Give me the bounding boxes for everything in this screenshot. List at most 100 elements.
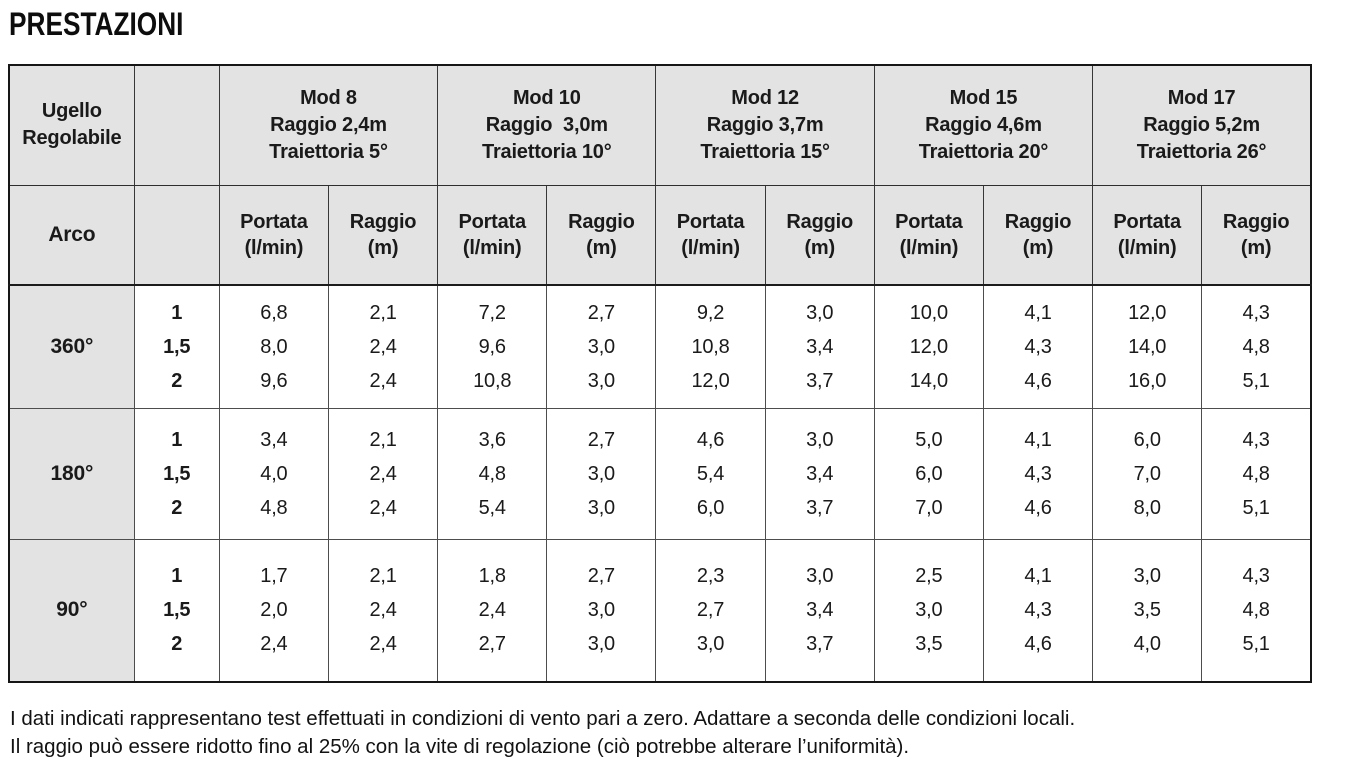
value: 9,6 — [260, 369, 288, 392]
data-cell: 4,1 4,3 4,6 — [982, 284, 1094, 409]
value: 5,4 — [478, 496, 506, 519]
setting-cell: 1 1,5 2 — [133, 538, 220, 683]
value: 12,0 — [1128, 301, 1167, 324]
setting-value: 2 — [171, 369, 183, 392]
raggio-header-cell: Raggio (m) — [327, 184, 439, 286]
value: 4,6 — [1024, 496, 1052, 519]
value: 2,1 — [369, 301, 397, 324]
arc-cell: 180° — [8, 407, 135, 540]
value: 2,3 — [696, 565, 725, 588]
arc-value: 90° — [56, 598, 88, 622]
value: 4,8 — [260, 496, 288, 519]
raggio-header-cell: Raggio (m) — [546, 184, 657, 286]
value: 9,2 — [696, 301, 725, 324]
portata-label: Portata — [895, 210, 963, 233]
footnotes: I dati indicati rappresentano test effet… — [10, 705, 1075, 760]
data-cell: 1,7 2,0 2,4 — [218, 538, 329, 683]
model-raggio: Raggio 4,6m — [925, 113, 1042, 136]
value: 2,4 — [260, 633, 288, 656]
value: 2,4 — [369, 633, 397, 656]
model-raggio: Raggio 2,4m — [270, 113, 387, 136]
value: 4,3 — [1024, 335, 1052, 358]
value: 5,1 — [1242, 633, 1270, 656]
empty-header-cell — [133, 184, 220, 286]
data-cell: 7,2 9,6 10,8 — [437, 284, 548, 409]
setting-value: 2 — [171, 496, 183, 519]
data-cell: 2,1 2,4 2,4 — [327, 538, 439, 683]
model-raggio: Raggio 3,7m — [706, 113, 824, 136]
data-cell: 3,0 3,5 4,0 — [1092, 538, 1203, 683]
table-row-180: 180° 1 1,5 2 3,4 4,0 4,8 2,1 2,4 2,4 — [8, 407, 1312, 540]
data-cell: 1,8 2,4 2,7 — [437, 538, 548, 683]
corner-line-2: Regolabile — [22, 127, 122, 150]
value: 1,8 — [478, 565, 506, 588]
value: 3,0 — [587, 335, 615, 358]
setting-value: 2 — [171, 633, 183, 656]
data-cell: 4,6 5,4 6,0 — [655, 407, 766, 540]
corner-header-cell: Ugello Regolabile — [8, 64, 135, 186]
value: 3,4 — [806, 599, 834, 622]
value: 3,0 — [587, 462, 615, 485]
value: 4,8 — [478, 462, 506, 485]
value: 14,0 — [1128, 335, 1167, 358]
value: 2,4 — [369, 335, 397, 358]
value: 12,0 — [909, 335, 948, 358]
value: 8,0 — [1133, 496, 1161, 519]
raggio-unit: (m) — [1240, 236, 1272, 259]
data-cell: 2,3 2,7 3,0 — [655, 538, 766, 683]
value: 4,1 — [1024, 565, 1052, 588]
value: 4,8 — [1242, 599, 1270, 622]
value: 2,4 — [369, 462, 397, 485]
model-raggio: Raggio 3,0m — [485, 113, 608, 136]
column-header-row: Arco Portata (l/min) Raggio (m) Portata … — [8, 184, 1312, 286]
value: 3,0 — [587, 369, 615, 392]
portata-header-cell: Portata (l/min) — [655, 184, 766, 286]
model-traiettoria: Traiettoria 10° — [482, 140, 612, 163]
value: 4,3 — [1024, 599, 1052, 622]
model-header-mod17: Mod 17 Raggio 5,2m Traiettoria 26° — [1092, 64, 1312, 186]
portata-unit: (l/min) — [899, 236, 959, 259]
value: 2,7 — [478, 633, 506, 656]
table-row-90: 90° 1 1,5 2 1,7 2,0 2,4 2,1 2,4 2,4 — [8, 538, 1312, 683]
data-cell: 2,7 3,0 3,0 — [546, 407, 657, 540]
raggio-label: Raggio — [1004, 210, 1072, 233]
model-name: Mod 12 — [731, 86, 799, 109]
value: 7,0 — [915, 496, 943, 519]
raggio-header-cell: Raggio (m) — [982, 184, 1094, 286]
arc-cell: 90° — [8, 538, 135, 683]
footnote-line-2: Il raggio può essere ridotto fino al 25%… — [10, 734, 910, 758]
model-name: Mod 15 — [949, 86, 1018, 109]
value: 4,3 — [1024, 462, 1052, 485]
value: 4,1 — [1024, 301, 1052, 324]
raggio-unit: (m) — [804, 236, 835, 259]
value: 3,7 — [806, 369, 834, 392]
raggio-unit: (m) — [367, 236, 399, 259]
empty-header-cell — [133, 64, 220, 186]
value: 5,1 — [1242, 369, 1270, 392]
model-header-row: Ugello Regolabile Mod 8 Raggio 2,4m Trai… — [8, 64, 1312, 186]
model-header-mod8: Mod 8 Raggio 2,4m Traiettoria 5° — [218, 64, 439, 186]
value: 2,7 — [696, 599, 725, 622]
data-cell: 3,4 4,0 4,8 — [218, 407, 329, 540]
data-cell: 4,3 4,8 5,1 — [1201, 284, 1312, 409]
value: 3,7 — [806, 496, 834, 519]
value: 6,0 — [696, 496, 725, 519]
value: 2,4 — [478, 599, 506, 622]
value: 3,0 — [587, 496, 615, 519]
value: 4,3 — [1242, 565, 1270, 588]
value: 3,0 — [806, 428, 834, 451]
raggio-header-cell: Raggio (m) — [764, 184, 875, 286]
value: 3,4 — [806, 335, 834, 358]
value: 12,0 — [691, 369, 730, 392]
value: 2,1 — [369, 565, 397, 588]
setting-value: 1 — [171, 565, 183, 588]
value: 10,8 — [473, 369, 512, 392]
value: 3,6 — [478, 428, 506, 451]
value: 16,0 — [1128, 369, 1167, 392]
data-cell: 9,2 10,8 12,0 — [655, 284, 766, 409]
value: 10,0 — [909, 301, 948, 324]
data-cell: 4,1 4,3 4,6 — [982, 538, 1094, 683]
model-traiettoria: Traiettoria 26° — [1136, 140, 1267, 163]
data-cell: 4,1 4,3 4,6 — [982, 407, 1094, 540]
